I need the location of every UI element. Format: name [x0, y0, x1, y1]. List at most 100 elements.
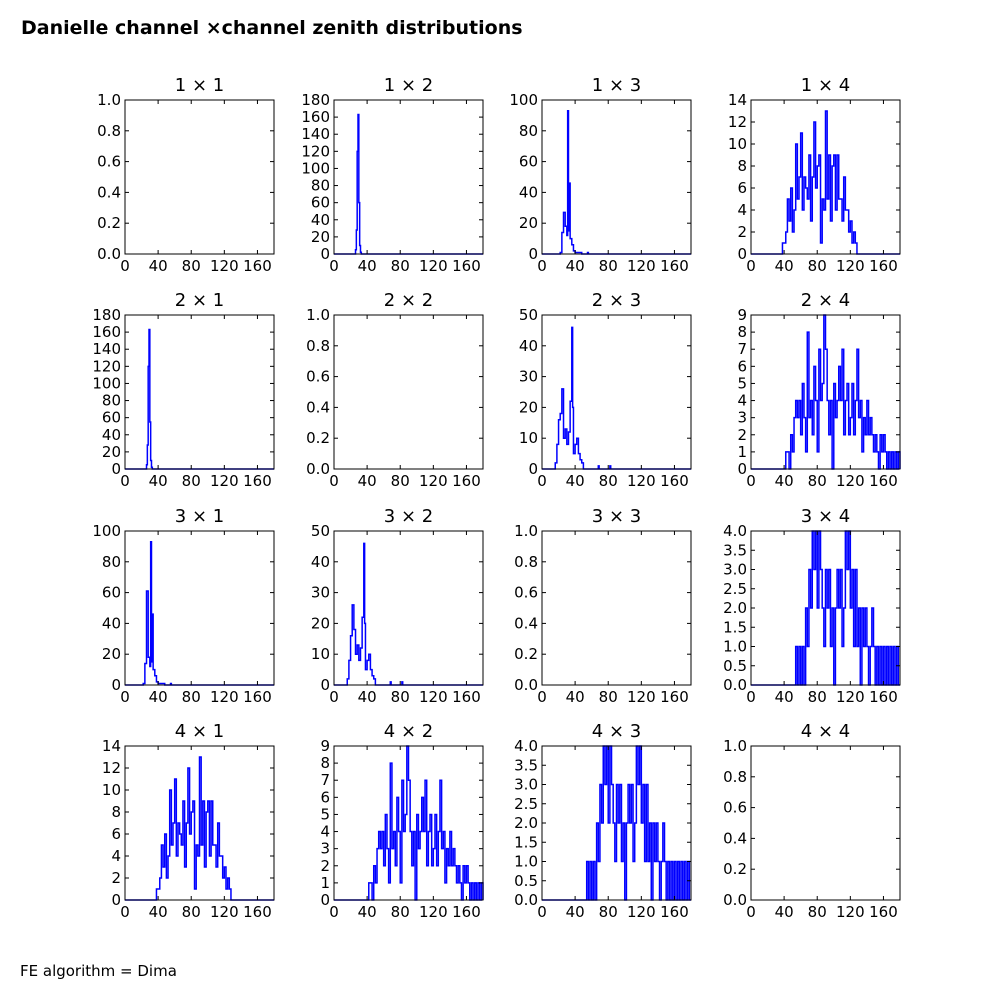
y-tick-label: 0.6 — [97, 153, 121, 171]
y-tick-label: 0.2 — [723, 860, 747, 878]
y-tick-label: 40 — [102, 614, 121, 632]
y-tick-label: 140 — [301, 125, 330, 143]
y-tick-label: 60 — [311, 194, 330, 212]
x-tick-label: 80 — [808, 472, 827, 490]
y-tick-label: 0.8 — [306, 337, 330, 355]
x-tick-label: 80 — [391, 903, 410, 921]
y-tick-label: 1 — [320, 874, 330, 892]
y-tick-label: 1 — [737, 443, 747, 461]
x-tick-label: 40 — [358, 903, 377, 921]
subplot-title: 4 × 1 — [175, 721, 224, 742]
y-tick-label: 0.4 — [514, 614, 538, 632]
x-tick-label: 80 — [808, 903, 827, 921]
y-tick-label: 0.0 — [306, 460, 330, 478]
y-tick-label: 5 — [320, 805, 330, 823]
axes-frame — [124, 99, 275, 255]
histogram-line — [334, 113, 483, 255]
y-tick-label: 100 — [92, 522, 121, 540]
subplot-title: 3 × 4 — [801, 506, 850, 527]
subplot-2-2: 2 × 2 0 40 80 120 160 0.0 0.2 0.4 0.6 0.8 1.0 — [306, 290, 484, 490]
x-tick-label: 120 — [210, 688, 239, 706]
subplot-title: 2 × 3 — [592, 290, 641, 311]
y-tick-label: 20 — [311, 614, 330, 632]
y-tick-label: 80 — [519, 122, 538, 140]
histogram-line — [751, 314, 901, 470]
y-tick-label: 0.2 — [97, 214, 121, 232]
y-tick-label: 4 — [737, 201, 747, 219]
y-tick-label: 14 — [728, 91, 747, 109]
y-tick-label: 100 — [92, 374, 121, 392]
x-tick-label: 40 — [775, 472, 794, 490]
x-tick-label: 120 — [419, 903, 448, 921]
y-tick-label: 7 — [320, 771, 330, 789]
y-tick-label: 60 — [102, 584, 121, 602]
y-tick-label: 6 — [320, 788, 330, 806]
histogram-line — [751, 110, 900, 255]
y-tick-label: 1.5 — [723, 618, 747, 636]
y-tick-label: 0 — [737, 245, 747, 263]
x-tick-label: 120 — [836, 472, 865, 490]
x-tick-label: 120 — [210, 472, 239, 490]
y-tick-label: 0.5 — [723, 657, 747, 675]
y-tick-label: 100 — [509, 91, 538, 109]
y-tick-label: 6 — [737, 179, 747, 197]
y-tick-label: 50 — [519, 306, 538, 324]
x-tick-label: 0 — [537, 257, 547, 275]
x-tick-label: 0 — [329, 257, 339, 275]
axes-frame — [124, 530, 275, 686]
y-tick-label: 0.4 — [306, 398, 330, 416]
x-tick-label: 120 — [627, 688, 656, 706]
y-tick-label: 4 — [737, 392, 747, 410]
y-tick-label: 3 — [737, 409, 747, 427]
y-tick-label: 6 — [737, 357, 747, 375]
y-tick-label: 5 — [737, 374, 747, 392]
x-tick-label: 160 — [243, 472, 272, 490]
y-tick-label: 30 — [311, 584, 330, 602]
y-tick-label: 180 — [301, 91, 330, 109]
x-tick-label: 40 — [149, 257, 168, 275]
y-tick-label: 2 — [737, 223, 747, 241]
x-tick-label: 160 — [452, 688, 481, 706]
x-tick-label: 160 — [660, 903, 689, 921]
y-tick-label: 4.0 — [723, 522, 747, 540]
subplot-title: 1 × 4 — [801, 75, 850, 96]
axes-frame — [124, 314, 275, 470]
y-tick-label: 60 — [519, 153, 538, 171]
x-tick-label: 160 — [869, 472, 898, 490]
x-tick-label: 40 — [358, 688, 377, 706]
y-tick-label: 12 — [728, 113, 747, 131]
x-tick-label: 160 — [243, 688, 272, 706]
subplot-1-4: 1 × 4 0 40 80 120 160 0 2 4 6 8 10 12 14 — [728, 75, 901, 275]
histogram-line — [125, 756, 274, 901]
y-tick-label: 0.6 — [514, 584, 538, 602]
x-tick-label: 40 — [358, 472, 377, 490]
y-tick-label: 0.6 — [723, 799, 747, 817]
x-tick-label: 120 — [419, 688, 448, 706]
x-tick-label: 160 — [660, 257, 689, 275]
y-tick-label: 60 — [102, 409, 121, 427]
x-tick-label: 160 — [660, 472, 689, 490]
y-tick-label: 8 — [320, 754, 330, 772]
histogram-line — [125, 328, 274, 470]
x-tick-label: 40 — [149, 472, 168, 490]
x-tick-label: 0 — [746, 903, 756, 921]
y-tick-label: 20 — [102, 645, 121, 663]
x-tick-label: 0 — [120, 903, 130, 921]
y-tick-label: 0 — [111, 460, 121, 478]
y-tick-label: 0 — [528, 460, 538, 478]
axes-frame — [333, 745, 484, 901]
y-tick-label: 2.0 — [723, 599, 747, 617]
x-tick-label: 160 — [243, 903, 272, 921]
x-tick-label: 40 — [149, 688, 168, 706]
x-tick-label: 80 — [599, 903, 618, 921]
x-tick-label: 80 — [599, 257, 618, 275]
y-tick-label: 0.6 — [306, 368, 330, 386]
x-tick-label: 40 — [775, 903, 794, 921]
histogram-line — [542, 326, 691, 470]
y-tick-label: 0.4 — [723, 829, 747, 847]
x-tick-label: 40 — [775, 257, 794, 275]
